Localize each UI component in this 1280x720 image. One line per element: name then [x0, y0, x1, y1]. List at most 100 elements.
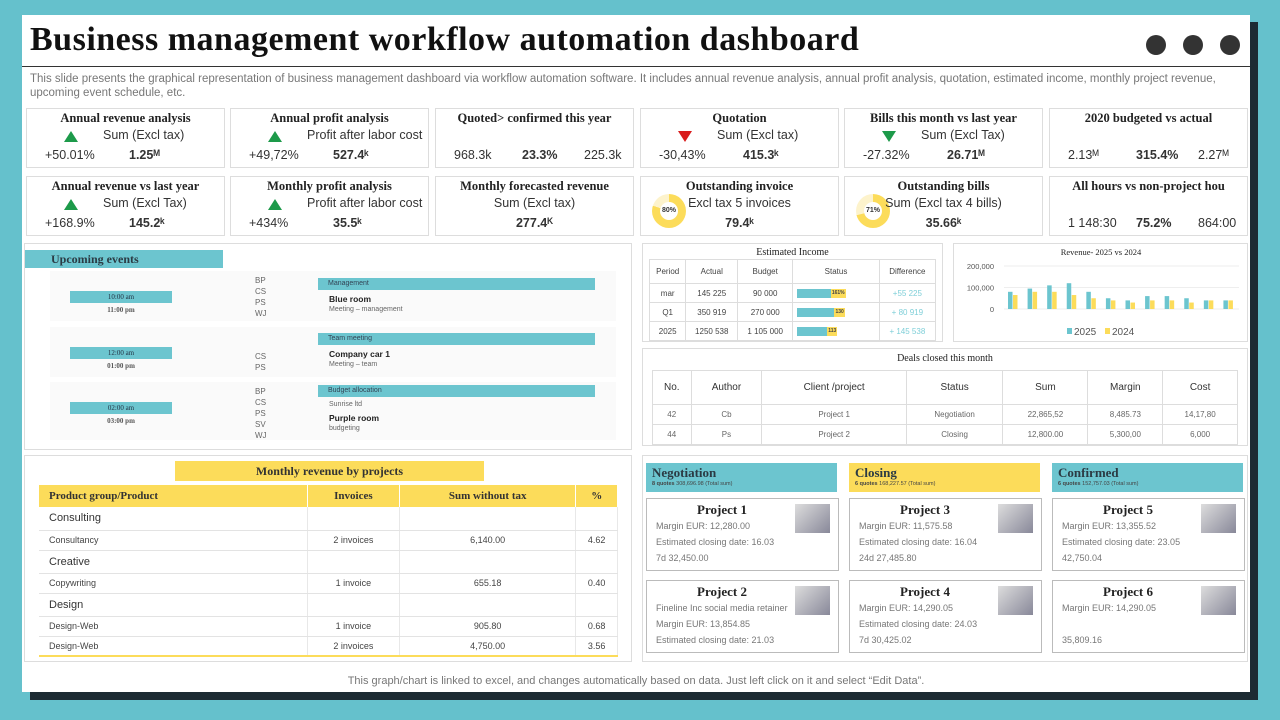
column-header: Invoices — [307, 485, 400, 507]
table-cell: Copywriting — [39, 573, 308, 594]
project-card[interactable]: Project 1 Margin EUR: 12,280.00 Estimated … — [646, 498, 839, 571]
bar-2025 — [1223, 300, 1228, 309]
event-detail: Meeting – management — [329, 306, 403, 313]
event-row[interactable]: 10:00 am 11:00 pm BP CS PS WJ Management Blue r… — [50, 271, 616, 321]
project-card[interactable]: Project 6 Margin EUR: 14,290.05 35,809.16 — [1052, 580, 1245, 653]
project-card[interactable]: Project 4 Margin EUR: 14,290.05 Estimated … — [849, 580, 1042, 653]
status-bar — [797, 307, 835, 317]
cell-budget: 1 105 000 — [737, 321, 794, 341]
bar-2024 — [1228, 300, 1233, 309]
column-header: Client /project — [761, 370, 907, 405]
dot-icon — [1183, 35, 1203, 55]
estimated-income-title: Estimated Income — [756, 247, 829, 258]
table-cell: 4,750.00 — [399, 636, 577, 657]
table-row[interactable]: 42 Cb Project 1 Negotiation 22,865,52 8,485.7… — [652, 404, 1238, 425]
project-detail: 7d 30,425.02 — [859, 635, 912, 645]
kpi-card: All hours vs non-project hou 1 148:30 75.2… — [1049, 176, 1248, 236]
footer-note: This graph/chart is linked to excel, and… — [347, 675, 925, 687]
stage-summary: 8 quotes 308,696.98 (Total sum) — [652, 481, 732, 487]
y-tick-label: 200,000 — [967, 262, 994, 271]
status-label: 161% — [830, 288, 846, 298]
pipeline-panel: Negotiation 8 quotes 308,696.98 (Total su… — [642, 455, 1248, 662]
attendee-initials: CS — [255, 287, 267, 296]
event-start-time: 02:00 am — [70, 402, 172, 414]
column-header: % — [575, 485, 618, 507]
kpi-value: 1.25ᴹ — [129, 148, 160, 162]
table-cell: Consultancy — [39, 530, 308, 551]
bar-2024 — [1189, 302, 1194, 309]
dot-icon — [1220, 35, 1240, 55]
event-row[interactable]: 02:00 am 03:00 pm BP CS PS SV WJ Budget allocat… — [50, 382, 616, 440]
table-cell: 3.56 — [575, 636, 618, 657]
stage-header-closing[interactable]: Closing 6 quotes 168,227.57 (Total sum) — [849, 463, 1040, 492]
kpi-title: Quotation — [712, 111, 767, 125]
kpi-value: 35.66ᵏ — [925, 216, 962, 230]
window-dots — [1146, 35, 1240, 55]
attendee-initials: SV — [255, 420, 266, 429]
table-header-row: Product group/Product Invoices Sum without… — [39, 485, 618, 507]
donut-label: 71% — [864, 202, 882, 220]
avatar — [1201, 504, 1236, 533]
event-detail: Blue room — [329, 294, 372, 304]
monthly-revenue-panel: Monthly revenue by projects Product grou… — [24, 455, 632, 662]
donut-gauge: 80% — [652, 194, 686, 228]
chart-title: Revenue- 2025 vs 2024 — [1061, 247, 1142, 257]
table-row: Design-Web 2 invoices 4,750.00 3.56 — [39, 636, 618, 657]
dot-icon — [1146, 35, 1166, 55]
kpi-subtitle: Profit after labor cost — [307, 196, 423, 210]
project-detail: Margin EUR: 12,280.00 — [656, 521, 751, 531]
table-row[interactable]: 44 Ps Project 2 Closing 12,800.00 5,300,00 6,0… — [652, 424, 1238, 445]
project-card[interactable]: Project 5 Margin EUR: 13,355.52 Estimated … — [1052, 498, 1245, 571]
empty-cell — [399, 550, 577, 574]
monthly-revenue-table: Product group/Product Invoices Sum without… — [39, 485, 618, 657]
kpi-value: 79.4ᵏ — [725, 216, 754, 230]
stage-header-confirmed[interactable]: Confirmed 6 quotes 152,757.03 (Total sum) — [1052, 463, 1243, 492]
kpi-value: 145.2ᵏ — [129, 216, 165, 230]
table-cell: 5,300,00 — [1087, 424, 1164, 445]
kpi-change: +168.9% — [45, 216, 95, 230]
event-row[interactable]: 12:00 am 01:00 pm CS PS Team meeting Company … — [50, 327, 616, 377]
quote-count: 6 quotes — [1058, 481, 1081, 487]
kpi-card: Monthly forecasted revenue Sum (Excl tax)… — [435, 176, 634, 236]
column-header: Sum without tax — [399, 485, 577, 507]
empty-cell — [399, 507, 577, 531]
table-cell: 0.40 — [575, 573, 618, 594]
column-header: Author — [690, 370, 763, 405]
kpi-card: 2020 budgeted vs actual 2.13ᴹ 315.4% 2.27ᴹ — [1049, 108, 1248, 168]
cell-period: Q1 — [648, 302, 687, 322]
kpi-value: 75.2% — [1136, 216, 1172, 230]
table-cell: Design-Web — [39, 636, 308, 657]
avatar — [998, 504, 1033, 533]
kpi-card: Bills this month vs last year Sum (Excl T… — [844, 108, 1043, 168]
project-detail: Margin EUR: 14,290.05 — [859, 603, 954, 613]
stage-name: Closing — [855, 465, 897, 480]
table-cell: 0.68 — [575, 616, 618, 637]
empty-cell — [307, 550, 400, 574]
stage-total: 308,696.98 (Total sum) — [676, 481, 733, 487]
project-detail: Margin EUR: 14,290.05 — [1062, 603, 1157, 613]
kpi-subtitle: Sum (Excl Tax) — [103, 196, 187, 210]
project-card[interactable]: Project 3 Margin EUR: 11,575.58 Estimated … — [849, 498, 1042, 571]
upcoming-events-panel: Upcoming events Today, 04/0410:00 am11:0… — [24, 243, 632, 450]
avatar — [998, 586, 1033, 615]
empty-cell — [399, 593, 577, 617]
stage-header-negotiation[interactable]: Negotiation 8 quotes 308,696.98 (Total su… — [646, 463, 837, 492]
event-detail: budgeting — [329, 425, 360, 432]
kpi-subtitle: Sum (Excl tax) — [493, 196, 576, 210]
project-card[interactable]: Project 2 Fineline Inc social media retai… — [646, 580, 839, 653]
table-cell: 22,865,52 — [1002, 404, 1089, 425]
cell-actual: 145 225 — [685, 283, 739, 303]
bar-2024 — [1130, 302, 1135, 309]
bar-2025 — [1145, 296, 1150, 309]
project-detail: Estimated closing date: 23.05 — [1062, 537, 1181, 547]
table-header-row: No. Author Client /project Status Sum Margin C… — [652, 370, 1238, 405]
column-header: Budget — [737, 259, 794, 284]
column-header: Difference — [878, 259, 937, 284]
table-cell: Negotiation — [905, 404, 1004, 425]
bar-2024 — [1013, 295, 1018, 309]
kpi-change: +49,72% — [249, 148, 299, 162]
bar-2024 — [1052, 291, 1057, 309]
kpi-change: 2.13ᴹ — [1068, 148, 1099, 162]
arrow-up-icon — [268, 131, 282, 142]
table-cell: Ps — [690, 424, 763, 445]
